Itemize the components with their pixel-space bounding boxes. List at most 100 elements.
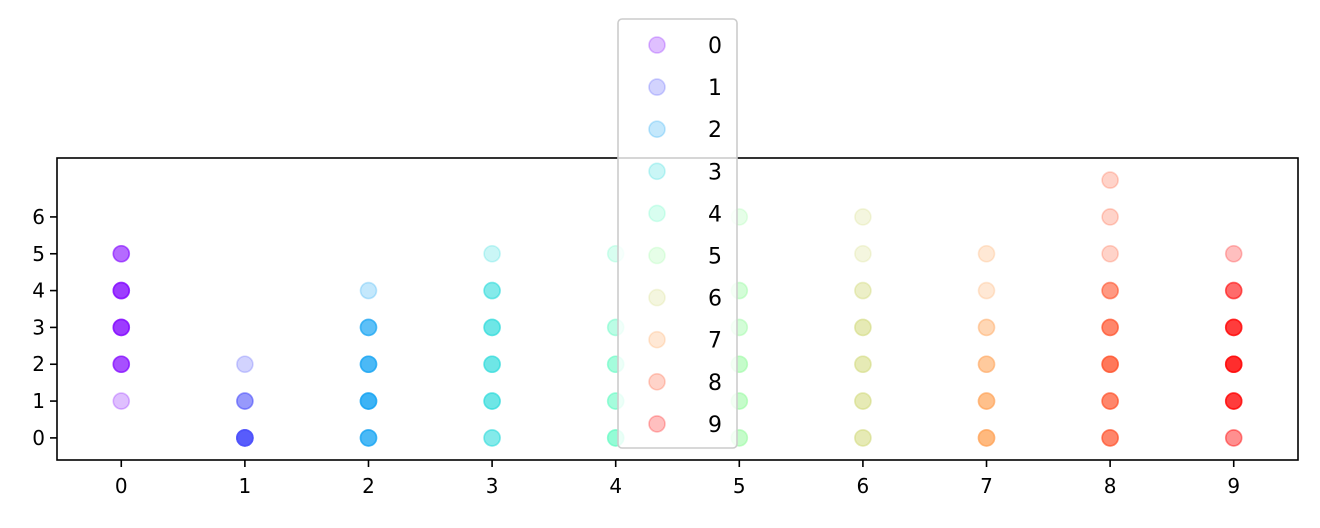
data-point <box>359 392 378 410</box>
data-point <box>236 392 254 410</box>
data-point <box>977 355 996 374</box>
data-point <box>112 281 131 300</box>
data-point <box>1101 429 1119 447</box>
data-point <box>1224 244 1243 263</box>
data-point <box>1224 281 1243 300</box>
data-point <box>359 355 378 374</box>
legend-label: 5 <box>708 245 722 270</box>
data-point <box>977 429 996 447</box>
series-6 <box>854 208 872 447</box>
data-point <box>1101 355 1119 374</box>
data-point <box>1101 318 1119 337</box>
legend-marker <box>648 288 666 307</box>
legend-entry-6: 6 <box>648 287 722 312</box>
series-0 <box>112 244 131 410</box>
data-point <box>483 392 501 410</box>
data-point <box>1101 392 1119 410</box>
data-point <box>483 318 501 337</box>
data-point <box>854 208 872 226</box>
legend-marker <box>648 36 666 54</box>
data-point <box>359 429 378 447</box>
legend-label: 7 <box>708 329 722 354</box>
data-point <box>359 429 378 447</box>
data-point <box>483 429 501 447</box>
data-point <box>1101 281 1119 300</box>
data-point <box>359 429 378 447</box>
legend-entry-0: 0 <box>648 34 722 59</box>
data-point <box>112 244 131 263</box>
data-point <box>977 429 996 447</box>
data-point <box>359 392 378 410</box>
x-tick-label: 9 <box>1227 474 1240 498</box>
legend-marker <box>648 330 666 349</box>
legend-marker <box>648 162 666 181</box>
data-point <box>112 318 131 337</box>
legend-label: 0 <box>708 34 722 59</box>
legend-entry-1: 1 <box>648 76 722 101</box>
data-point <box>236 429 254 447</box>
legend-marker <box>648 78 666 96</box>
data-point <box>112 355 131 374</box>
data-point <box>359 392 378 410</box>
data-point <box>483 355 501 374</box>
data-point <box>236 429 254 447</box>
data-point <box>1224 392 1243 410</box>
data-point <box>1224 392 1243 410</box>
series-2 <box>359 281 378 447</box>
data-point <box>854 429 872 447</box>
data-point <box>112 392 131 410</box>
data-point <box>1101 355 1119 374</box>
data-point <box>977 281 996 300</box>
data-point <box>1224 355 1243 374</box>
data-point <box>236 429 254 447</box>
data-point <box>854 429 872 447</box>
data-point <box>359 318 378 337</box>
data-point <box>483 244 501 263</box>
data-point <box>1101 171 1119 189</box>
data-point <box>112 244 131 263</box>
data-point <box>1101 318 1119 337</box>
data-point <box>359 392 378 410</box>
data-point <box>112 318 131 337</box>
x-tick-label: 5 <box>733 474 746 498</box>
legend-label: 2 <box>708 118 722 143</box>
data-point <box>236 429 254 447</box>
data-point <box>854 318 872 337</box>
data-point <box>236 429 254 447</box>
x-tick-label: 0 <box>115 474 128 498</box>
data-point <box>359 429 378 447</box>
y-tick-label: 0 <box>32 426 45 450</box>
series-9 <box>1224 244 1243 447</box>
data-point <box>359 281 378 300</box>
data-point <box>236 429 254 447</box>
data-point <box>854 318 872 337</box>
data-point <box>359 392 378 410</box>
data-point <box>483 429 501 447</box>
data-point <box>1224 429 1243 447</box>
x-tick-label: 8 <box>1104 474 1117 498</box>
y-tick-label: 5 <box>32 242 45 266</box>
data-point <box>1101 281 1119 300</box>
x-tick-label: 1 <box>239 474 252 498</box>
data-point <box>854 244 872 263</box>
data-point <box>112 355 131 374</box>
legend-entry-3: 3 <box>648 160 722 185</box>
data-point <box>1101 429 1119 447</box>
data-point <box>1224 392 1243 410</box>
data-point <box>483 392 501 410</box>
x-tick-label: 3 <box>486 474 499 498</box>
legend-label: 4 <box>708 202 722 227</box>
legend-marker <box>648 204 666 223</box>
data-point <box>112 318 131 337</box>
x-tick-label: 7 <box>980 474 993 498</box>
data-point <box>1101 392 1119 410</box>
data-point <box>1101 244 1119 263</box>
data-point <box>854 281 872 300</box>
data-point <box>1224 355 1243 374</box>
legend-marker <box>648 415 666 433</box>
legend-entry-5: 5 <box>648 245 722 270</box>
legend-label: 9 <box>708 413 722 438</box>
data-point <box>1224 318 1243 337</box>
x-tick-label: 4 <box>609 474 622 498</box>
